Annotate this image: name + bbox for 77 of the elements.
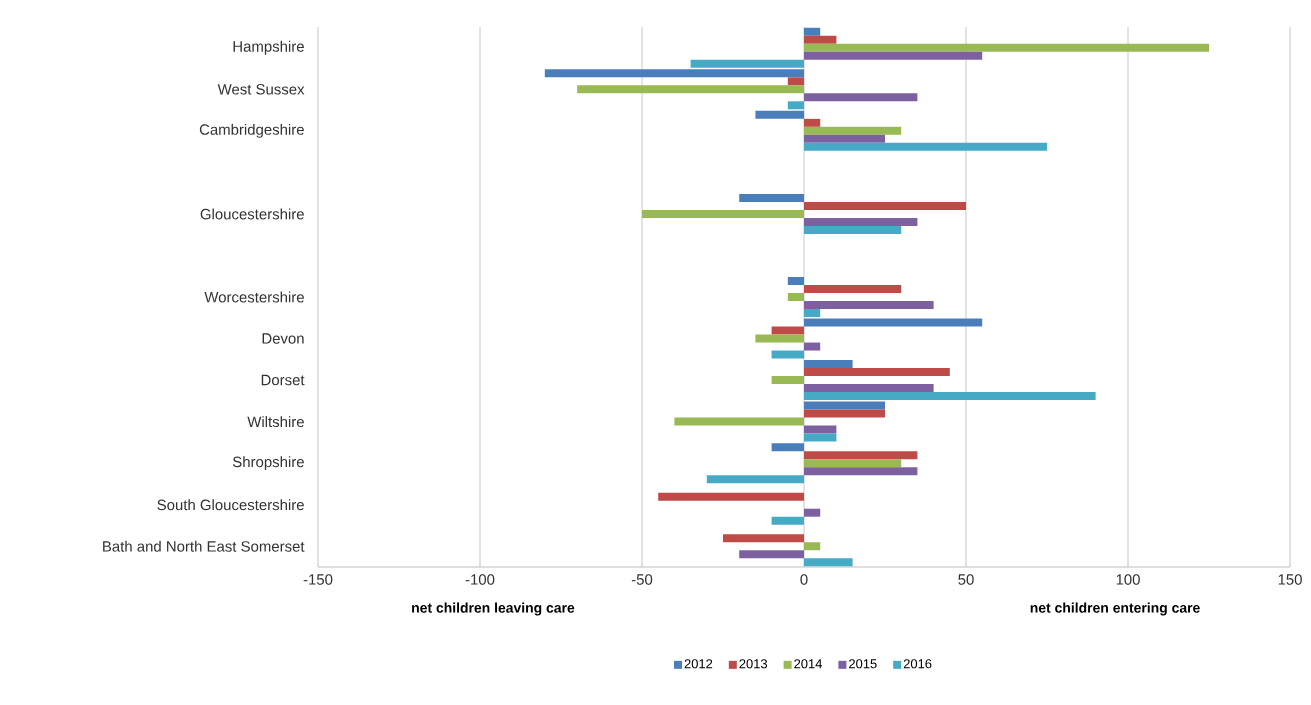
bar [804, 43, 1210, 52]
x-tick-label: 150 [1278, 574, 1302, 585]
bar [771, 443, 805, 452]
bar [804, 542, 821, 551]
y-tick-label: Dorset [261, 374, 305, 386]
bar [771, 326, 805, 335]
y-tick-label: Gloucestershire [200, 208, 304, 220]
bar [642, 209, 805, 218]
bar [804, 433, 837, 442]
bar [804, 35, 837, 44]
bar [771, 516, 805, 525]
y-tick-label: Hampshire [233, 40, 304, 55]
bar [804, 126, 902, 135]
bar [804, 401, 886, 410]
y-tick-label: South Gloucestershire [157, 499, 304, 511]
bar [804, 51, 983, 60]
bar [787, 277, 805, 285]
legend-label: 2013 [739, 659, 768, 669]
y-tick-label: Devon [262, 333, 304, 344]
x-tick-label: -50 [631, 574, 653, 585]
bar [739, 193, 805, 202]
bar [739, 550, 805, 559]
bar [804, 342, 821, 351]
bar [804, 285, 902, 293]
y-tick-label: Bath and North East Somerset [103, 540, 305, 552]
bar [771, 350, 805, 359]
bar [804, 134, 886, 143]
bar [804, 301, 934, 309]
y-tick-label: Shropshire [232, 456, 304, 471]
bar [804, 217, 918, 226]
bar [674, 417, 805, 426]
bar [804, 318, 983, 327]
bar [804, 467, 918, 476]
legend-label: 2015 [849, 659, 877, 669]
bar [723, 534, 805, 543]
y-tick-label: Wiltshire [247, 416, 304, 428]
y-tick-label: West Sussex [217, 84, 305, 95]
bar [658, 492, 805, 501]
bar [804, 451, 918, 460]
bar [771, 376, 805, 385]
bar [804, 425, 837, 434]
bar [690, 59, 805, 68]
x-tick-label: 50 [958, 574, 974, 585]
bar [804, 118, 821, 127]
bar [804, 309, 821, 317]
text: net children leaving care [412, 602, 575, 616]
bar [804, 409, 886, 418]
bar [755, 334, 805, 343]
x-tick-label: -100 [465, 574, 495, 585]
x-tick-label: -150 [303, 574, 333, 585]
bar [787, 293, 805, 301]
bar [706, 475, 805, 484]
bar [804, 201, 967, 210]
x-tick-label: 100 [1116, 574, 1140, 585]
bar [804, 508, 821, 517]
bar [804, 93, 918, 102]
legend-label: 2012 [684, 659, 713, 669]
bar [804, 142, 1048, 151]
bar [804, 360, 853, 369]
bar [804, 225, 902, 234]
legend-label: 2016 [903, 659, 932, 669]
bar [787, 101, 805, 110]
bar [577, 85, 805, 94]
bar [804, 368, 950, 377]
bar [804, 384, 934, 393]
bar [804, 392, 1096, 401]
text: net children entering care [1030, 602, 1200, 616]
y-tick-label: Worcestershire [204, 291, 304, 303]
bar [804, 459, 902, 468]
x-tick-label: 0 [800, 574, 808, 585]
legend-label: 2014 [794, 659, 823, 669]
bar [755, 110, 805, 119]
bar [544, 69, 805, 78]
bar [804, 558, 853, 567]
bar [787, 77, 805, 86]
bar [804, 27, 821, 36]
y-tick-label: Cambridgeshire [199, 123, 304, 138]
